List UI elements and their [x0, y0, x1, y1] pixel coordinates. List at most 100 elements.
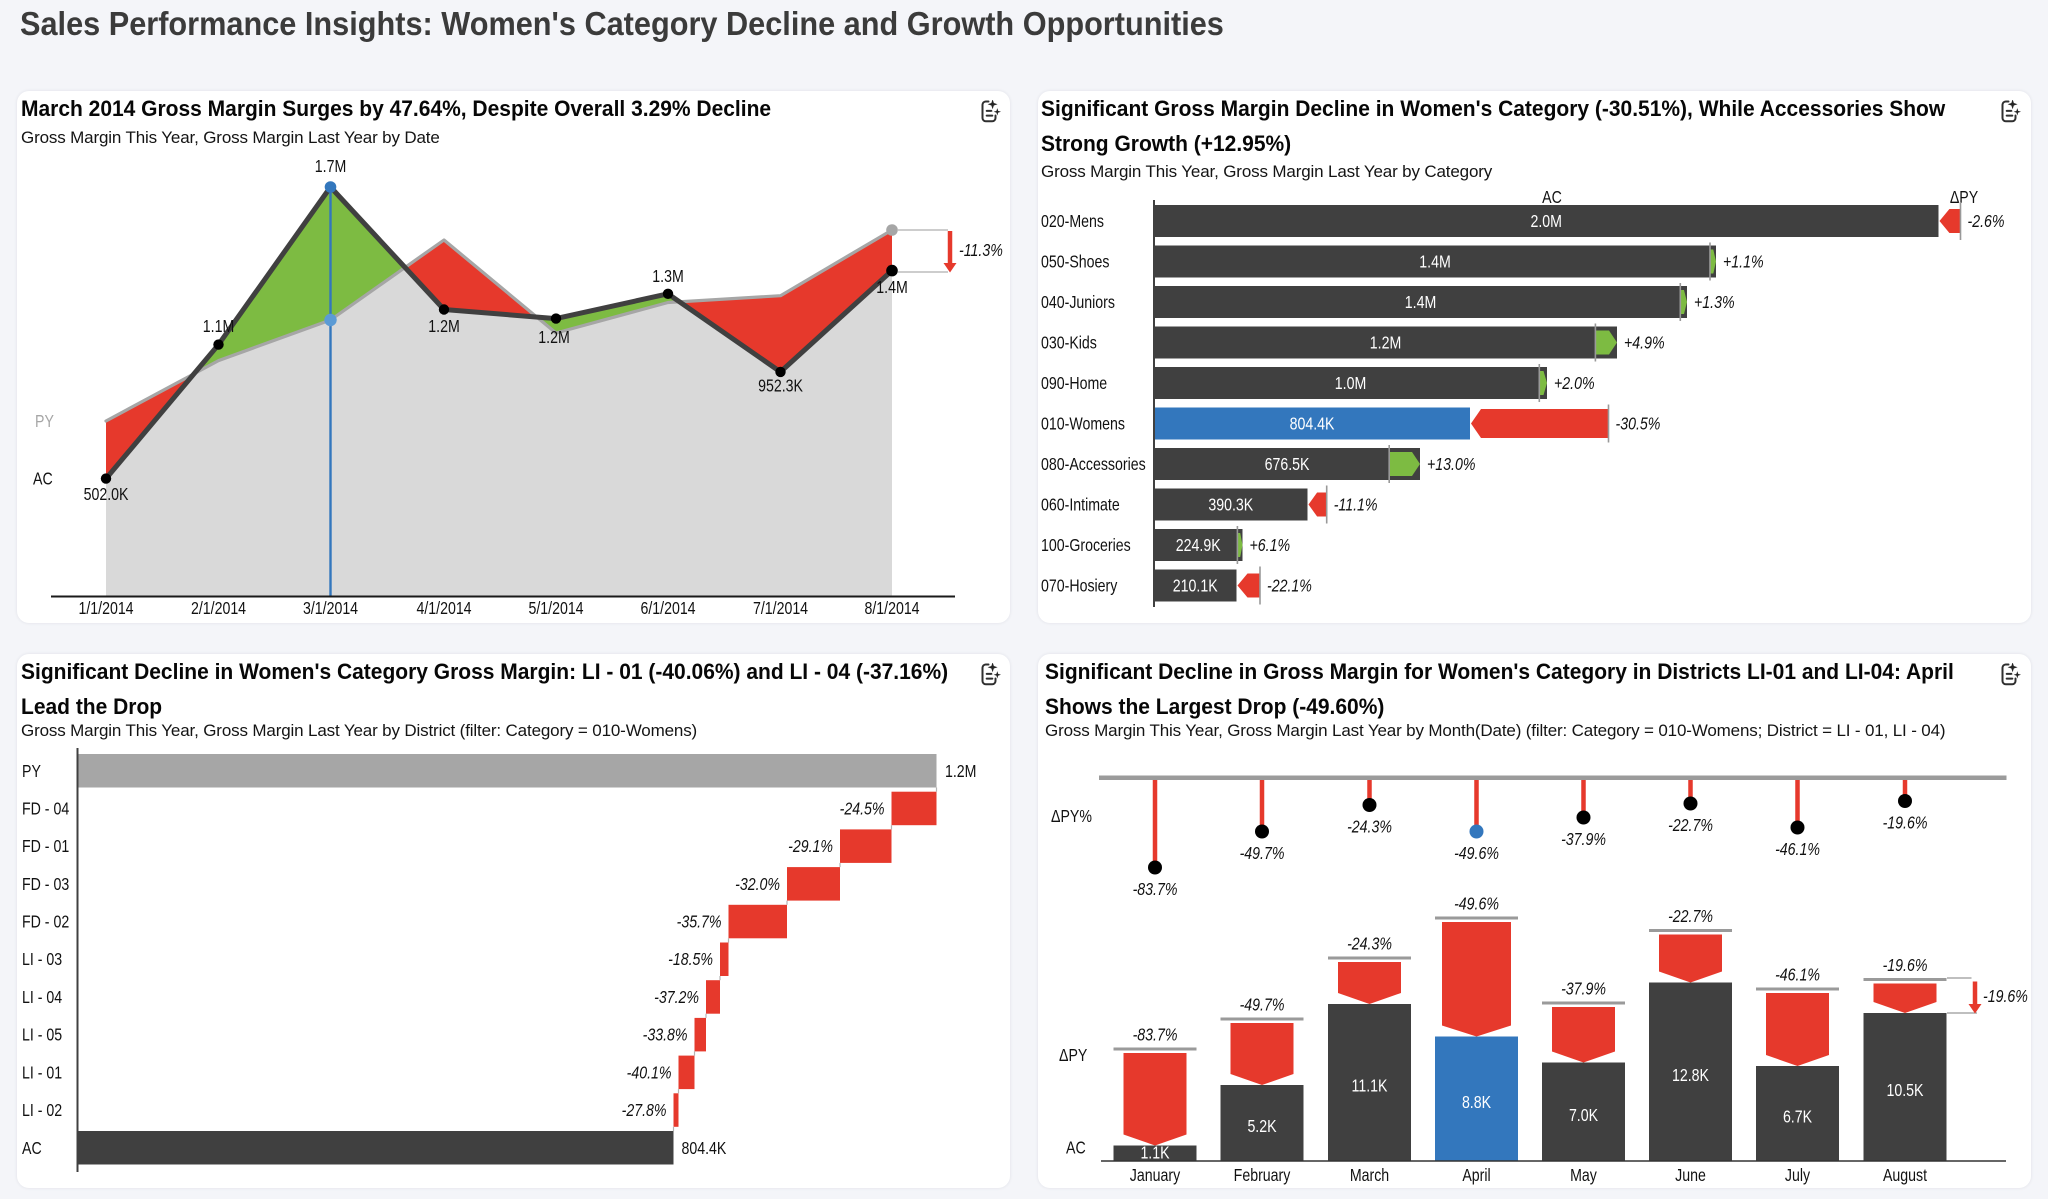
svg-text:+2.0%: +2.0%	[1554, 375, 1595, 394]
svg-text:-30.5%: -30.5%	[1616, 415, 1661, 434]
svg-text:-37.9%: -37.9%	[1561, 980, 1606, 999]
svg-text:1.2M: 1.2M	[945, 763, 976, 782]
svg-text:804.4K: 804.4K	[682, 1140, 727, 1159]
svg-text:FD - 03: FD - 03	[22, 876, 69, 895]
svg-text:3/1/2014: 3/1/2014	[303, 600, 358, 619]
svg-text:080-Accessories: 080-Accessories	[1041, 456, 1146, 475]
svg-text:100-Groceries: 100-Groceries	[1041, 537, 1131, 556]
svg-text:July: July	[1785, 1167, 1810, 1186]
svg-text:1.7M: 1.7M	[315, 158, 346, 177]
svg-text:-49.6%: -49.6%	[1454, 895, 1499, 914]
svg-text:1.4M: 1.4M	[876, 279, 907, 298]
svg-text:5/1/2014: 5/1/2014	[528, 600, 583, 619]
svg-text:ΔPY: ΔPY	[1059, 1047, 1088, 1066]
svg-text:LI - 03: LI - 03	[22, 951, 62, 970]
svg-text:2.0M: 2.0M	[1530, 213, 1561, 232]
svg-text:AC: AC	[1542, 189, 1562, 208]
svg-text:210.1K: 210.1K	[1173, 577, 1218, 596]
svg-text:+1.1%: +1.1%	[1723, 253, 1764, 272]
svg-text:AC: AC	[22, 1140, 42, 1159]
svg-text:4/1/2014: 4/1/2014	[416, 600, 471, 619]
svg-text:-29.1%: -29.1%	[788, 838, 833, 857]
svg-text:+13.0%: +13.0%	[1427, 456, 1475, 475]
svg-text:11.1K: 11.1K	[1352, 1077, 1388, 1096]
svg-text:FD - 04: FD - 04	[22, 800, 69, 819]
svg-text:090-Home: 090-Home	[1041, 375, 1107, 394]
svg-text:FD - 01: FD - 01	[22, 838, 69, 857]
svg-text:-35.7%: -35.7%	[677, 913, 722, 932]
svg-text:-37.2%: -37.2%	[654, 989, 699, 1008]
svg-text:070-Hosiery: 070-Hosiery	[1041, 577, 1117, 596]
svg-text:676.5K: 676.5K	[1265, 456, 1310, 475]
svg-text:8.8K: 8.8K	[1462, 1094, 1491, 1113]
svg-text:1.4M: 1.4M	[1405, 294, 1436, 313]
svg-text:1.3M: 1.3M	[652, 268, 683, 287]
svg-text:AC: AC	[33, 470, 53, 489]
svg-text:952.3K: 952.3K	[758, 377, 803, 396]
svg-text:1/1/2014: 1/1/2014	[78, 600, 133, 619]
svg-text:-49.6%: -49.6%	[1454, 845, 1499, 864]
svg-text:March: March	[1350, 1167, 1389, 1186]
svg-text:LI - 05: LI - 05	[22, 1026, 62, 1045]
svg-text:-46.1%: -46.1%	[1775, 841, 1820, 860]
svg-text:-24.3%: -24.3%	[1347, 935, 1392, 954]
svg-text:7/1/2014: 7/1/2014	[753, 600, 808, 619]
svg-text:-83.7%: -83.7%	[1133, 1026, 1178, 1045]
svg-text:-83.7%: -83.7%	[1133, 881, 1178, 900]
svg-text:+6.1%: +6.1%	[1250, 537, 1291, 556]
svg-text:-18.5%: -18.5%	[668, 951, 713, 970]
svg-text:12.8K: 12.8K	[1672, 1067, 1709, 1086]
svg-text:010-Womens: 010-Womens	[1041, 415, 1125, 434]
svg-text:+1.3%: +1.3%	[1694, 294, 1735, 313]
svg-text:-32.0%: -32.0%	[735, 876, 780, 895]
svg-text:-24.5%: -24.5%	[840, 800, 885, 819]
svg-text:10.5K: 10.5K	[1886, 1082, 1923, 1101]
svg-text:-49.7%: -49.7%	[1240, 996, 1285, 1015]
svg-text:6/1/2014: 6/1/2014	[640, 600, 695, 619]
svg-text:-19.6%: -19.6%	[1883, 957, 1928, 976]
svg-text:5.2K: 5.2K	[1247, 1118, 1276, 1137]
svg-text:-24.3%: -24.3%	[1347, 818, 1392, 837]
svg-text:224.9K: 224.9K	[1176, 537, 1221, 556]
svg-text:-49.7%: -49.7%	[1240, 845, 1285, 864]
svg-text:-33.8%: -33.8%	[643, 1026, 688, 1045]
svg-text:PY: PY	[22, 763, 41, 782]
svg-text:502.0K: 502.0K	[84, 486, 129, 505]
svg-text:030-Kids: 030-Kids	[1041, 334, 1097, 353]
svg-text:390.3K: 390.3K	[1208, 496, 1253, 515]
svg-text:FD - 02: FD - 02	[22, 913, 69, 932]
svg-text:1.0M: 1.0M	[1335, 375, 1366, 394]
svg-text:-19.6%: -19.6%	[1983, 988, 2028, 1007]
svg-text:020-Mens: 020-Mens	[1041, 213, 1104, 232]
svg-text:1.2M: 1.2M	[1370, 334, 1401, 353]
svg-text:ΔPY%: ΔPY%	[1051, 808, 1092, 827]
svg-text:-22.7%: -22.7%	[1668, 908, 1713, 927]
svg-text:1.1K: 1.1K	[1140, 1144, 1169, 1163]
svg-text:+4.9%: +4.9%	[1624, 334, 1665, 353]
svg-text:-27.8%: -27.8%	[622, 1102, 667, 1121]
svg-text:1.4M: 1.4M	[1419, 253, 1450, 272]
svg-text:-19.6%: -19.6%	[1883, 814, 1928, 833]
svg-text:6.7K: 6.7K	[1783, 1108, 1812, 1127]
svg-text:February: February	[1234, 1167, 1291, 1186]
svg-text:August: August	[1883, 1167, 1928, 1186]
svg-text:1.2M: 1.2M	[428, 318, 459, 337]
svg-text:ΔPY: ΔPY	[1950, 189, 1979, 208]
svg-text:AC: AC	[1066, 1139, 1086, 1158]
svg-text:January: January	[1130, 1167, 1180, 1186]
svg-text:804.4K: 804.4K	[1290, 415, 1335, 434]
svg-text:040-Juniors: 040-Juniors	[1041, 294, 1115, 313]
svg-text:April: April	[1462, 1167, 1490, 1186]
svg-text:LI - 04: LI - 04	[22, 989, 62, 1008]
svg-text:7.0K: 7.0K	[1569, 1107, 1598, 1126]
svg-text:8/1/2014: 8/1/2014	[864, 600, 919, 619]
svg-text:2/1/2014: 2/1/2014	[191, 600, 246, 619]
svg-text:-37.9%: -37.9%	[1561, 831, 1606, 850]
svg-text:-46.1%: -46.1%	[1775, 966, 1820, 985]
svg-text:May: May	[1570, 1167, 1597, 1186]
svg-text:-22.1%: -22.1%	[1267, 577, 1312, 596]
svg-text:-22.7%: -22.7%	[1668, 817, 1713, 836]
svg-text:-11.3%: -11.3%	[959, 242, 1003, 261]
svg-text:1.1M: 1.1M	[203, 318, 234, 337]
svg-text:-2.6%: -2.6%	[1968, 213, 2005, 232]
